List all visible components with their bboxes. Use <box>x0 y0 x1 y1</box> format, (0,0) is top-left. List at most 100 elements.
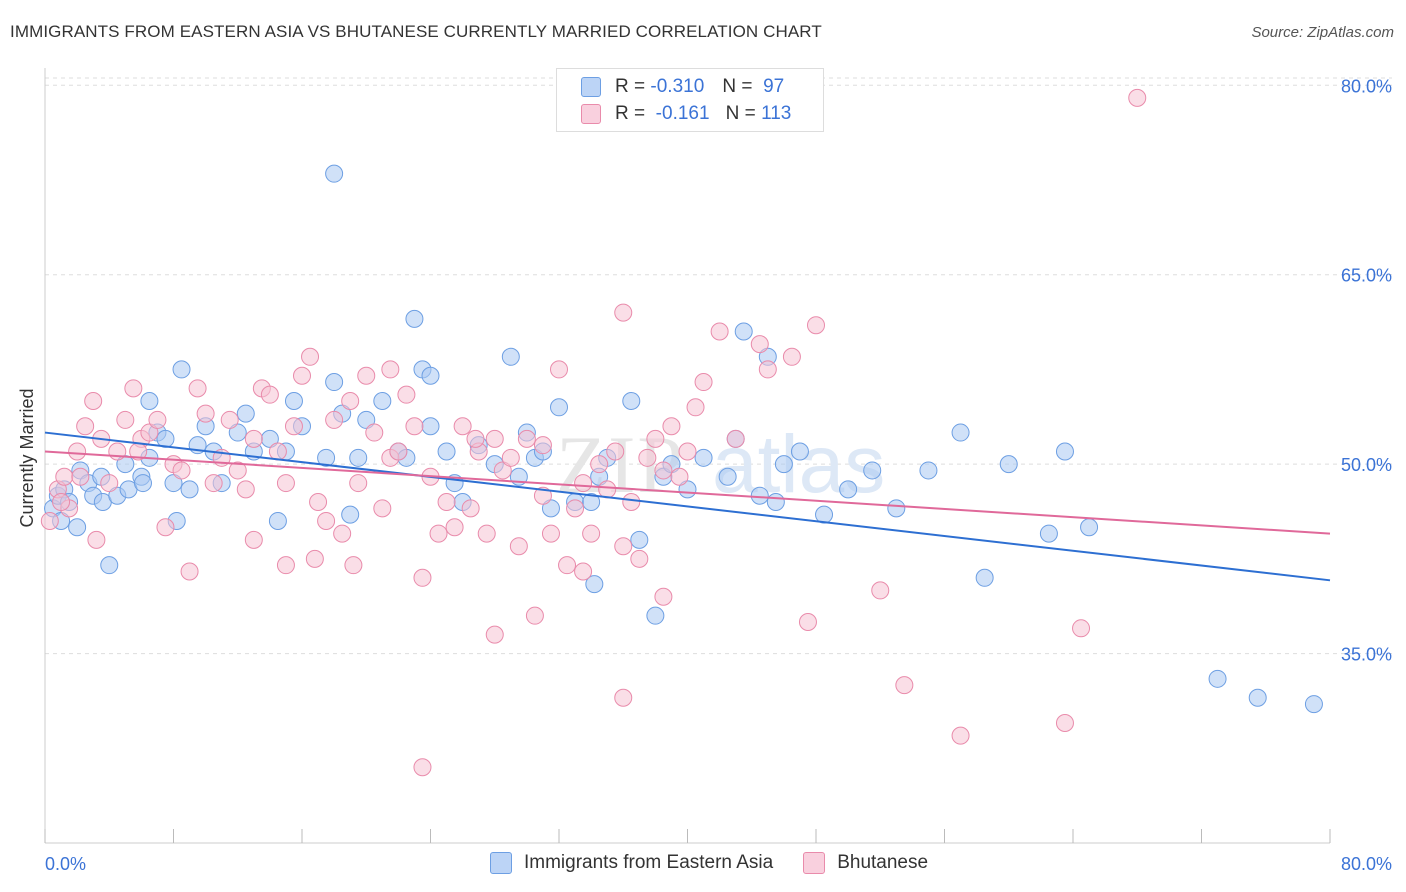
data-point-eastern-asia <box>1055 442 1074 461</box>
data-point-bhutanese <box>429 524 448 543</box>
data-point-eastern-asia <box>317 448 336 467</box>
correlation-legend: R = -0.310 N = 97 R = -0.161 N = 113 <box>556 68 824 132</box>
data-point-bhutanese <box>148 410 167 429</box>
data-point-bhutanese <box>344 556 363 575</box>
data-point-bhutanese <box>349 474 368 493</box>
data-point-bhutanese <box>293 366 311 385</box>
data-point-eastern-asia <box>919 461 938 480</box>
series-bhutanese-points <box>40 88 1147 777</box>
data-point-eastern-asia <box>694 448 713 467</box>
data-point-bhutanese <box>517 429 536 448</box>
data-point-bhutanese <box>590 455 609 474</box>
series-legend: Immigrants from Eastern Asia Bhutanese <box>490 852 958 874</box>
data-point-bhutanese <box>305 549 324 568</box>
data-point-eastern-asia <box>863 461 882 480</box>
legend-swatch-pink <box>581 104 601 124</box>
data-point-bhutanese <box>325 410 344 429</box>
data-point-eastern-asia <box>357 410 376 429</box>
data-point-bhutanese <box>574 562 593 581</box>
data-point-eastern-asia <box>646 606 665 625</box>
data-point-bhutanese <box>228 461 247 480</box>
data-point-bhutanese <box>477 524 496 543</box>
data-point-bhutanese <box>646 429 665 448</box>
data-point-bhutanese <box>397 385 416 404</box>
legend-r-value: -0.310 <box>650 76 705 97</box>
x-tick-label-max: 80.0% <box>1341 854 1392 874</box>
data-point-eastern-asia <box>839 480 858 499</box>
data-point-eastern-asia <box>622 391 641 410</box>
legend-row-eastern-asia: R = -0.310 N = 97 <box>581 75 784 99</box>
data-point-bhutanese <box>357 366 376 385</box>
data-point-bhutanese <box>758 360 777 379</box>
data-point-eastern-asia <box>734 322 753 341</box>
data-point-eastern-asia <box>100 556 119 575</box>
data-point-bhutanese <box>694 373 713 392</box>
data-point-bhutanese <box>951 726 970 745</box>
data-point-eastern-asia <box>437 442 456 461</box>
data-point-bhutanese <box>284 417 303 436</box>
y-tick-label: 65.0% <box>1341 266 1392 286</box>
data-point-bhutanese <box>466 429 485 448</box>
data-point-bhutanese <box>389 442 408 461</box>
legend-r-label: R = <box>615 103 646 124</box>
data-point-bhutanese <box>630 549 649 568</box>
data-point-bhutanese <box>437 493 456 512</box>
data-point-eastern-asia <box>284 391 303 410</box>
data-point-bhutanese <box>654 587 673 606</box>
data-point-bhutanese <box>606 442 625 461</box>
data-point-eastern-asia <box>750 486 769 505</box>
series-legend-item-eastern-asia: Immigrants from Eastern Asia <box>490 852 773 874</box>
data-point-bhutanese <box>180 562 199 581</box>
data-point-bhutanese <box>220 410 239 429</box>
data-point-eastern-asia <box>766 493 785 512</box>
data-point-eastern-asia <box>1039 524 1058 543</box>
data-point-bhutanese <box>116 410 135 429</box>
data-point-bhutanese <box>301 347 320 366</box>
data-point-bhutanese <box>172 461 191 480</box>
data-point-bhutanese <box>485 429 504 448</box>
data-point-eastern-asia <box>164 474 183 493</box>
data-point-bhutanese <box>461 499 480 518</box>
data-point-bhutanese <box>84 391 103 410</box>
data-point-bhutanese <box>140 423 159 442</box>
trend-line-eastern-asia <box>44 431 1331 582</box>
data-point-bhutanese <box>566 499 585 518</box>
watermark: ZIP atlas <box>556 419 885 510</box>
data-point-eastern-asia <box>421 417 440 436</box>
data-point-eastern-asia <box>421 366 440 385</box>
data-point-bhutanese <box>40 511 59 530</box>
data-point-eastern-asia <box>550 398 568 417</box>
data-point-bhutanese <box>276 556 295 575</box>
trend-lines <box>44 431 1331 582</box>
data-point-bhutanese <box>1072 619 1091 638</box>
data-point-eastern-asia <box>774 455 793 474</box>
data-point-eastern-asia <box>975 568 994 587</box>
data-point-bhutanese <box>533 436 552 455</box>
data-point-bhutanese <box>124 379 143 398</box>
data-point-eastern-asia <box>541 499 560 518</box>
data-point-bhutanese <box>76 417 95 436</box>
data-point-bhutanese <box>686 398 705 417</box>
data-point-bhutanese <box>670 467 689 486</box>
series-legend-label: Bhutanese <box>837 852 929 873</box>
grid <box>45 77 1392 655</box>
data-point-bhutanese <box>710 322 729 341</box>
data-point-bhutanese <box>622 493 641 512</box>
data-point-bhutanese <box>453 417 472 436</box>
data-point-bhutanese <box>365 423 384 442</box>
data-point-eastern-asia <box>325 373 344 392</box>
data-point-bhutanese <box>71 467 90 486</box>
data-point-bhutanese <box>598 480 617 499</box>
data-point-bhutanese <box>750 335 769 354</box>
data-point-eastern-asia <box>815 505 834 524</box>
data-point-bhutanese <box>871 581 890 600</box>
legend-r-value: -0.161 <box>655 103 710 124</box>
chart-title: IMMIGRANTS FROM EASTERN ASIA VS BHUTANES… <box>10 22 822 41</box>
data-point-eastern-asia <box>180 480 199 499</box>
data-point-eastern-asia <box>582 493 601 512</box>
data-point-bhutanese <box>654 461 673 480</box>
data-point-bhutanese <box>333 524 352 543</box>
data-point-eastern-asia <box>887 499 906 518</box>
data-point-bhutanese <box>558 556 577 575</box>
